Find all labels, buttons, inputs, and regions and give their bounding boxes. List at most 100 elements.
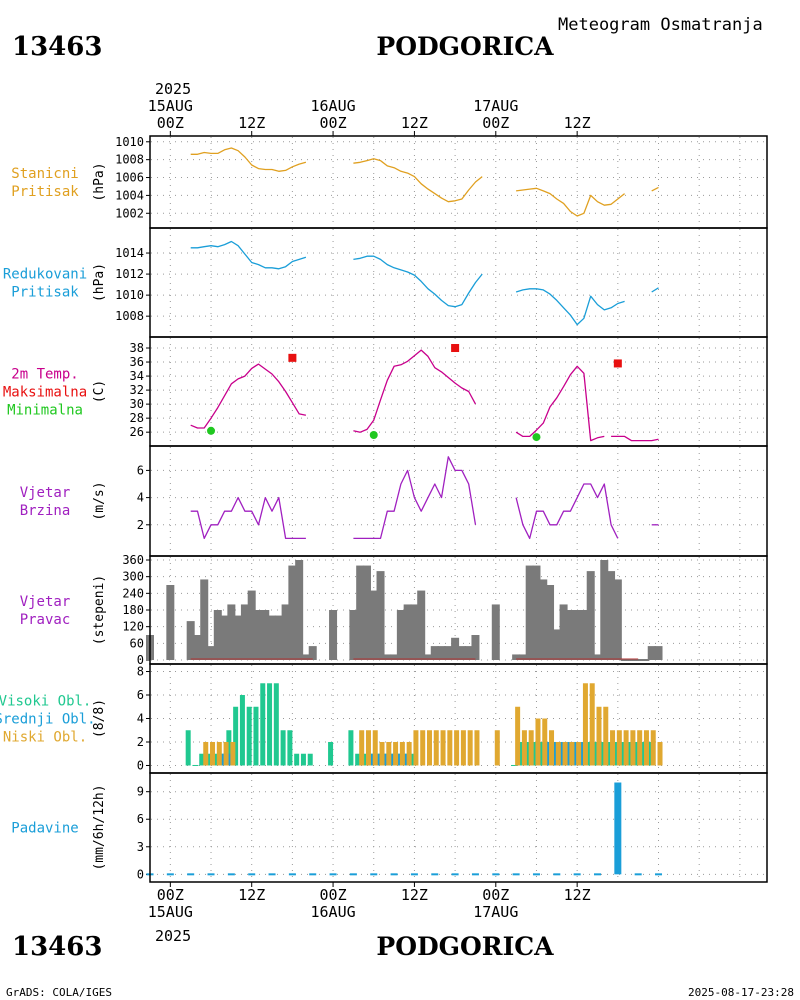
bar-wind-direction [559,604,568,660]
cloud-bar [203,741,209,766]
bar-wind-direction [220,615,229,660]
bar-precipitation [614,782,622,875]
y-tick-label: 8 [137,665,144,679]
cloud-bar [650,730,656,766]
unit-label: (hPa) [92,263,107,302]
bar-wind-direction [410,604,419,660]
cloud-bar [633,741,639,766]
y-tick-label: 6 [137,812,144,826]
bar-wind-direction [451,637,460,660]
cloud-bar [239,695,245,766]
panel-precipitation: 0 3 6 9 (mm/6h/12h) Padavine [11,772,768,883]
series-line-reduced-pressure [515,288,625,326]
series-line-station-pressure [190,147,307,172]
y-tick-label: 1012 [115,267,144,281]
cloud-bar [433,730,439,766]
cloud-bar [616,730,622,766]
bar-wind-direction [295,560,304,660]
cloud-bar [393,741,399,766]
tmax-marker [613,359,622,368]
cloud-bar [440,730,446,766]
y-tick-label: 26 [130,425,144,439]
timestamp-text: 2025-08-17-23:28 [688,986,794,999]
panel-label: Redukovani [3,267,87,283]
meteogram-subtitle: Meteogram Osmatranja [558,15,763,35]
panel-clouds: 0 2 4 6 8 (8/8)Visoki Obl. Srednji Obl. Niski O… [0,663,768,774]
y-tick-label: 0 [137,653,144,667]
panel-label: Niski Obl. [3,730,87,746]
cloud-bar [355,753,361,766]
time-tick-label: 12Z [401,886,428,904]
cloud-bar [212,753,218,766]
cloud-bar [521,730,527,766]
bar-wind-direction [301,654,310,660]
bar-wind-direction [227,604,236,660]
time-tick-label: 12Z [564,114,591,132]
time-tick-label: 17AUG [473,97,518,115]
cloud-bar [413,730,419,766]
y-tick-label: 1008 [115,153,144,167]
panel-wind-direction: 0 60 120 180 240 300 360 (stepeni) Vjetar Pravac [20,553,768,667]
y-tick-label: 1006 [115,171,144,185]
series-line-reduced-pressure [190,240,307,270]
y-tick-label: 30 [130,397,144,411]
bar-wind-direction [566,610,575,660]
panel-reduced-pressure: 1008 1010 1012 1014 (hPa) Redukovani Pritisak [3,227,768,338]
bar-wind-direction [546,585,555,660]
bar-wind-direction [647,646,656,660]
series-line-reduced-pressure [651,287,659,293]
y-tick-label: 0 [137,758,144,772]
time-tick-label: 12Z [238,114,265,132]
panel-label: Pravac [20,612,71,628]
y-tick-label: 2 [137,518,144,532]
cloud-bar [328,741,334,766]
cloud-bar [226,730,232,766]
panel-label: Srednji Obl. [0,712,96,728]
bar-wind-direction [254,610,263,660]
cloud-bar [253,706,259,766]
y-tick-label: 120 [122,620,144,634]
station-name-top: PODGORICA [376,32,554,61]
cloud-bar [549,730,555,766]
cloud-bar [606,741,612,766]
cloud-bar [612,741,618,766]
cloud-bar [599,741,605,766]
cloud-bar [582,683,588,766]
bar-wind-direction [607,571,616,660]
bar-wind-direction [247,590,256,660]
y-tick-label: 180 [122,603,144,617]
bar-wind-direction [444,646,453,660]
cloud-bar [406,741,412,766]
cloud-bar [223,741,229,766]
cloud-bar [528,730,534,766]
bar-wind-direction [423,654,432,660]
bar-wind-direction [532,565,541,660]
cloud-bar [623,730,629,766]
y-tick-label: 38 [130,341,144,355]
bar-wind-direction [518,654,527,660]
bar-wind-direction [268,615,277,660]
tmax-marker [288,353,297,362]
cloud-bar [454,730,460,766]
panel-label: Pritisak [11,285,79,301]
y-tick-label: 28 [130,411,144,425]
series-line-wind-speed [190,496,306,540]
panel-label: Stanicni [11,166,78,182]
panel-frame [149,772,768,883]
cloud-bar [273,683,279,766]
bar-wind-direction [213,610,222,660]
y-tick-label: 1002 [115,206,144,220]
unit-label: (mm/6h/12h) [92,784,107,870]
cloud-bar [260,683,266,766]
time-tick-label: 00Z [482,886,509,904]
cloud-bar [569,741,575,766]
bar-wind-direction [464,646,473,660]
cloud-bar [585,741,591,766]
cloud-bar [287,730,293,766]
series-line-station-pressure [651,186,659,192]
y-tick-label: 6 [137,688,144,702]
cloud-bar [646,741,652,766]
